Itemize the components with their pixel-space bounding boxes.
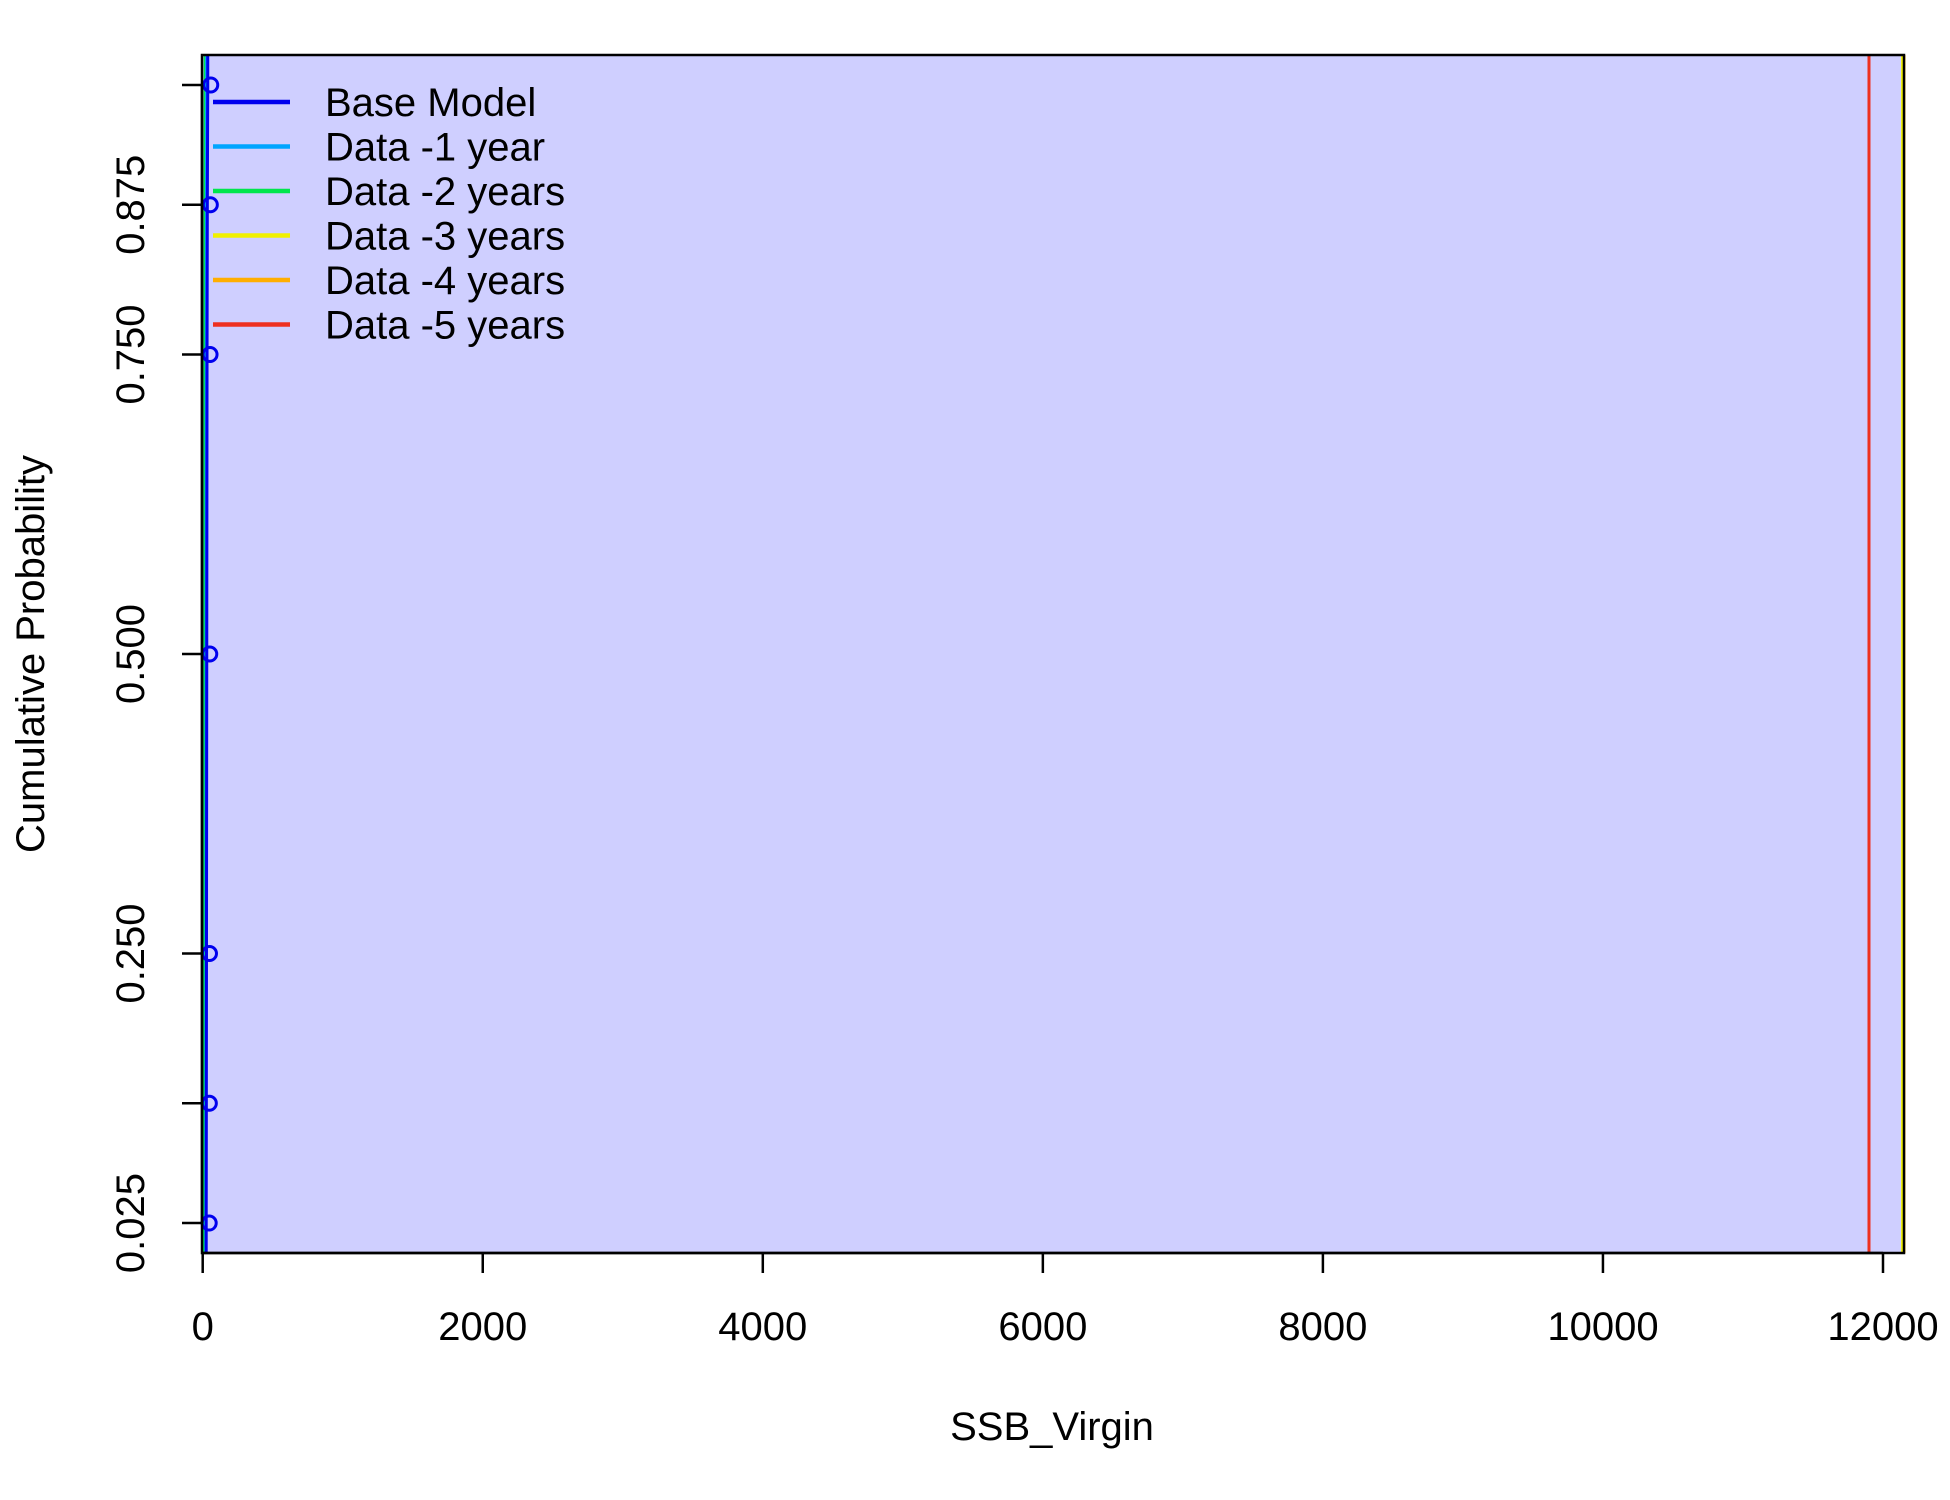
x-axis-label: SSB_Virgin — [950, 1405, 1154, 1449]
series-point — [202, 76, 220, 94]
legend-label: Data -3 years — [325, 215, 565, 259]
plot-background — [202, 55, 1904, 1253]
legend-label: Data -2 years — [325, 170, 565, 214]
x-tick-label: 6000 — [998, 1305, 1087, 1349]
series-point — [201, 196, 219, 214]
y-tick-label: 0.750 — [109, 304, 153, 404]
y-tick-label: 0.875 — [109, 155, 153, 255]
x-tick-label: 10000 — [1547, 1305, 1658, 1349]
points-layer — [200, 76, 220, 1232]
x-tick-label: 8000 — [1278, 1305, 1367, 1349]
y-tick-label: 0.250 — [109, 903, 153, 1003]
legend-label: Data -1 year — [325, 126, 545, 170]
x-tick-label: 12000 — [1827, 1305, 1938, 1349]
legend-label: Base Model — [325, 81, 536, 125]
legend-label: Data -4 years — [325, 259, 565, 303]
y-tick-label: 0.500 — [109, 604, 153, 704]
y-tick-label: 0.025 — [109, 1173, 153, 1273]
series-line — [204, 55, 210, 1253]
legend-label: Data -5 years — [325, 304, 565, 348]
x-axis: 0 2000 4000 6000 8000 10000 12000 — [192, 1251, 1939, 1349]
x-tick-label: 0 — [192, 1305, 214, 1349]
y-axis-label: Cumulative Probability — [9, 455, 53, 853]
x-tick-label: 2000 — [438, 1305, 527, 1349]
y-axis: 0.025 0.250 0.500 0.750 0.875 — [109, 83, 204, 1273]
x-tick-label: 4000 — [718, 1305, 807, 1349]
